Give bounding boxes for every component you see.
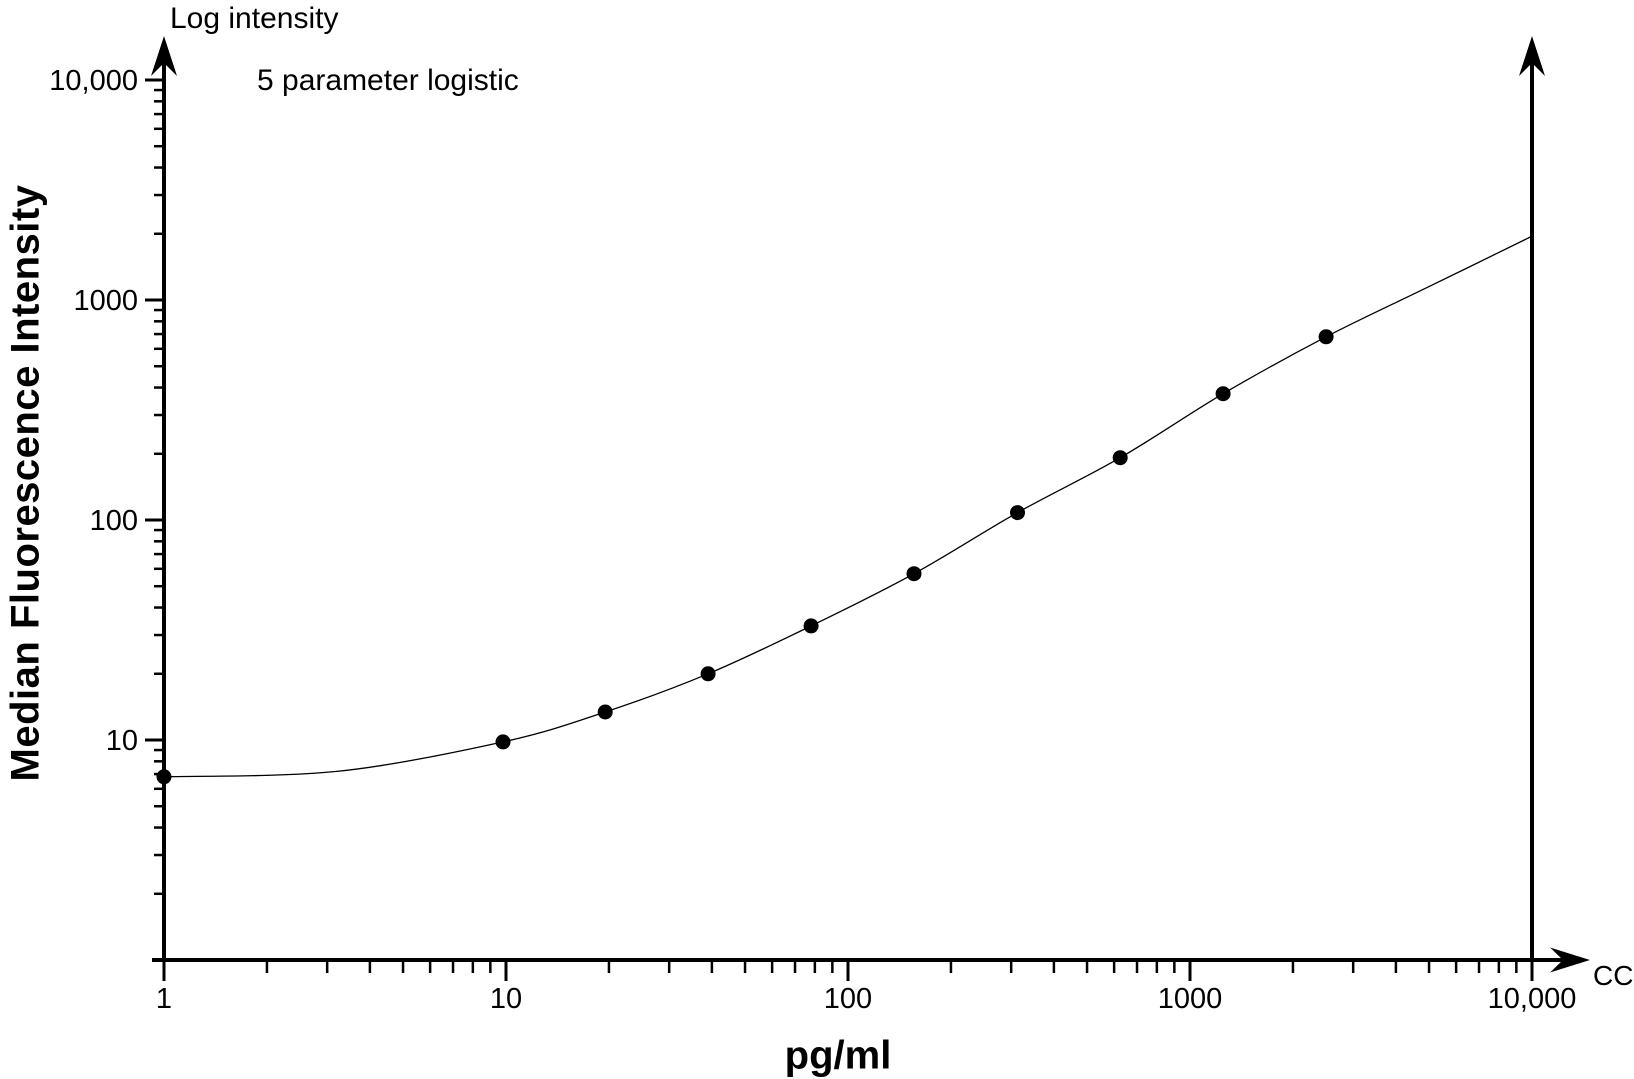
data-point (1318, 329, 1334, 345)
y-axis-unit-label: Log intensity (170, 2, 339, 35)
data-point (1010, 505, 1025, 521)
x-tick-label: 100 (824, 983, 872, 1015)
data-point (803, 618, 819, 634)
x-tick-label: 1 (156, 983, 172, 1015)
x-tick-label: 1000 (1158, 983, 1223, 1015)
y-tick-label: 10,000 (49, 65, 138, 97)
data-point (700, 666, 716, 682)
x-axis-arrow-icon (1550, 947, 1590, 973)
data-point (1215, 386, 1231, 402)
fitted-curve (163, 235, 1533, 778)
right-axis-arrow-icon (1519, 36, 1545, 76)
y-tick-label: 10 (106, 725, 138, 757)
data-point (156, 769, 172, 785)
x-tick-label: 10,000 (1488, 983, 1577, 1015)
x-tick-label: 10 (490, 983, 522, 1015)
y-tick-label: 100 (90, 505, 138, 537)
y-tick-label: 1000 (73, 285, 138, 317)
y-axis-title: Median Fluorescence Intensity (3, 184, 48, 782)
x-axis-title: pg/ml (784, 1033, 892, 1078)
curve-model-label: 5 parameter logistic (257, 64, 519, 97)
x-axis-end-label: CC (1593, 960, 1634, 991)
y-axis-arrow-icon (151, 36, 177, 76)
data-point (906, 566, 922, 582)
data-point (597, 704, 613, 720)
data-point (1112, 450, 1128, 466)
data-point (495, 734, 511, 750)
